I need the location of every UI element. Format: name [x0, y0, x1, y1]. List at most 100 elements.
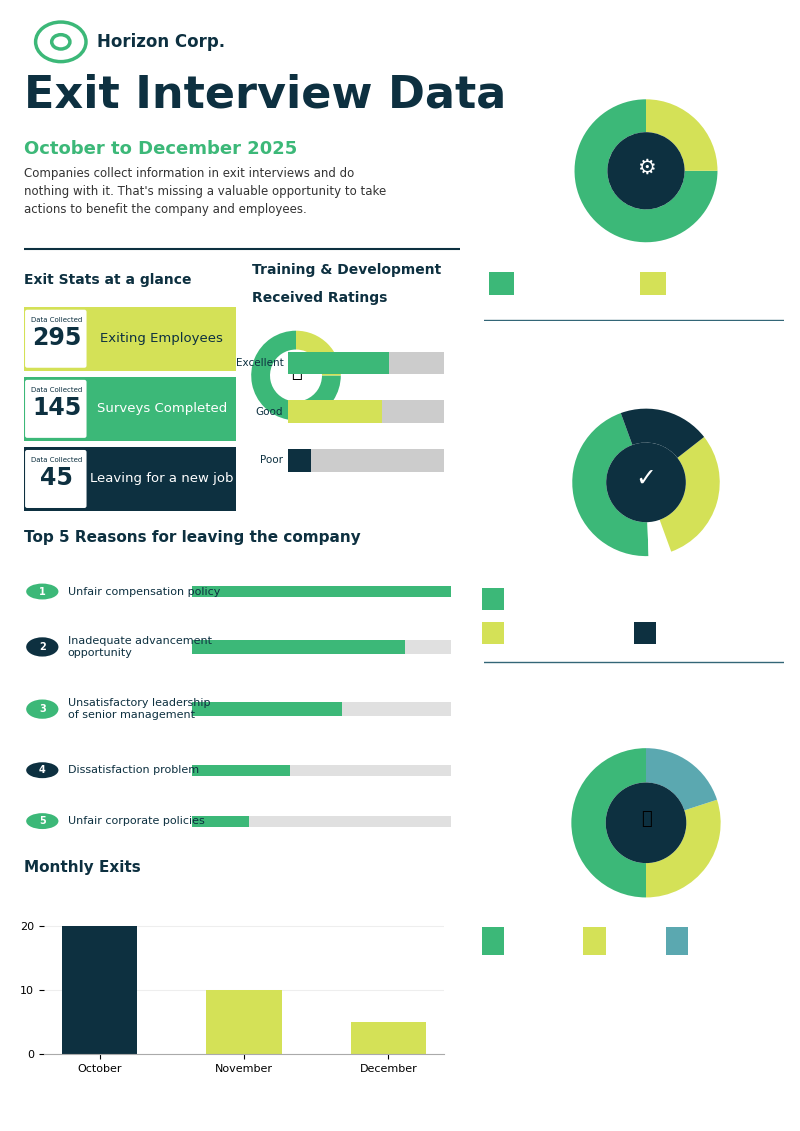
Text: No: No — [615, 936, 630, 946]
Text: 👥: 👥 — [641, 810, 651, 828]
Text: 145: 145 — [32, 396, 82, 420]
Text: Surveys Completed: Surveys Completed — [97, 403, 227, 415]
FancyBboxPatch shape — [25, 310, 86, 368]
FancyBboxPatch shape — [482, 588, 505, 610]
FancyBboxPatch shape — [482, 622, 505, 644]
Text: Received Ratings: Received Ratings — [252, 291, 387, 305]
Text: Exit Interview Data: Exit Interview Data — [24, 74, 506, 116]
Text: Unfair compensation policy: Unfair compensation policy — [67, 587, 220, 596]
Text: ⚙: ⚙ — [637, 157, 655, 178]
FancyBboxPatch shape — [666, 926, 688, 956]
Circle shape — [26, 637, 58, 657]
Text: 3: 3 — [39, 705, 46, 714]
Wedge shape — [646, 800, 721, 898]
Text: Exit Stats at a glance: Exit Stats at a glance — [24, 274, 191, 287]
FancyBboxPatch shape — [192, 702, 451, 716]
Text: Would you recommend a friend: Would you recommend a friend — [505, 680, 763, 696]
Text: Data Collected: Data Collected — [31, 387, 82, 394]
Text: 295: 295 — [32, 326, 82, 349]
Text: Top 5 Reasons for leaving the company: Top 5 Reasons for leaving the company — [24, 530, 361, 545]
Text: Dissatisfaction problem: Dissatisfaction problem — [67, 766, 198, 775]
Wedge shape — [647, 520, 671, 556]
FancyBboxPatch shape — [192, 765, 290, 776]
FancyBboxPatch shape — [288, 449, 444, 472]
Text: Exiting Employees: Exiting Employees — [558, 359, 710, 374]
Circle shape — [607, 132, 685, 209]
FancyBboxPatch shape — [640, 273, 666, 295]
FancyBboxPatch shape — [634, 588, 656, 610]
Text: Extremely Satisfied: Extremely Satisfied — [514, 594, 615, 604]
FancyBboxPatch shape — [192, 586, 451, 597]
Wedge shape — [571, 749, 646, 898]
Text: Preventable VS Non-Preventable: Preventable VS Non-Preventable — [498, 52, 770, 68]
Text: Yes: Yes — [514, 936, 532, 946]
FancyBboxPatch shape — [482, 926, 505, 956]
Text: Unfair corporate policies: Unfair corporate policies — [67, 817, 204, 826]
FancyBboxPatch shape — [192, 702, 342, 716]
FancyBboxPatch shape — [288, 400, 382, 423]
Text: Data Collected: Data Collected — [31, 457, 82, 464]
FancyBboxPatch shape — [192, 586, 451, 597]
FancyBboxPatch shape — [288, 352, 444, 374]
Bar — [62, 925, 138, 1054]
Circle shape — [606, 783, 686, 863]
Bar — [350, 1022, 426, 1054]
Text: Leaving for a new job: Leaving for a new job — [90, 473, 234, 485]
Wedge shape — [646, 749, 717, 810]
Bar — [206, 990, 282, 1054]
FancyBboxPatch shape — [21, 303, 239, 374]
Wedge shape — [574, 100, 718, 242]
FancyBboxPatch shape — [25, 380, 86, 438]
Circle shape — [606, 442, 686, 523]
Text: Exiting Employees: Exiting Employees — [100, 333, 223, 345]
Circle shape — [26, 813, 58, 829]
Text: Data Collected: Data Collected — [31, 317, 82, 323]
Text: Poor: Poor — [260, 456, 283, 465]
FancyBboxPatch shape — [192, 640, 405, 654]
FancyBboxPatch shape — [192, 815, 451, 827]
Circle shape — [26, 762, 58, 778]
Text: October to December 2025: October to December 2025 — [24, 140, 298, 158]
Text: Unsatisfactory leadership
of senior management: Unsatisfactory leadership of senior mana… — [67, 698, 210, 720]
Text: Non-Preventable: Non-Preventable — [672, 279, 765, 288]
FancyBboxPatch shape — [192, 765, 451, 776]
Text: Inadequate advancement
opportunity: Inadequate advancement opportunity — [67, 636, 211, 658]
Text: 5: 5 — [39, 817, 46, 826]
Text: Over-all Satisfaction: Over-all Satisfaction — [550, 342, 718, 357]
Text: Not at all
satisfied: Not at all satisfied — [666, 621, 714, 644]
Wedge shape — [296, 330, 341, 375]
Text: Companies collect information in exit interviews and do
nothing with it. That's : Companies collect information in exit in… — [24, 167, 386, 216]
FancyBboxPatch shape — [583, 926, 606, 956]
Wedge shape — [621, 408, 704, 458]
Wedge shape — [646, 100, 718, 171]
FancyBboxPatch shape — [288, 449, 311, 472]
Wedge shape — [660, 437, 720, 552]
FancyBboxPatch shape — [288, 352, 390, 374]
Circle shape — [26, 699, 58, 719]
Text: I don't know: I don't know — [698, 936, 766, 946]
Text: Very Satisfied: Very Satisfied — [666, 594, 738, 604]
FancyBboxPatch shape — [192, 815, 249, 827]
Text: Not satisfied: Not satisfied — [514, 628, 580, 638]
Text: ✓: ✓ — [635, 467, 657, 491]
Text: Excellent: Excellent — [235, 359, 283, 368]
Text: 4: 4 — [39, 766, 46, 775]
Text: to work in the company?: to work in the company? — [532, 699, 736, 715]
Wedge shape — [251, 330, 341, 421]
Text: 1: 1 — [39, 587, 46, 596]
Wedge shape — [572, 413, 649, 556]
Text: Preventable: Preventable — [520, 279, 587, 288]
FancyBboxPatch shape — [634, 622, 656, 644]
Text: Good: Good — [256, 407, 283, 416]
Text: Training & Development: Training & Development — [252, 264, 442, 277]
FancyBboxPatch shape — [21, 443, 239, 515]
Circle shape — [26, 584, 58, 599]
Text: Monthly Exits: Monthly Exits — [24, 860, 141, 875]
FancyBboxPatch shape — [288, 400, 444, 423]
FancyBboxPatch shape — [192, 640, 451, 654]
FancyBboxPatch shape — [25, 450, 86, 508]
Text: 2: 2 — [39, 642, 46, 651]
Text: Horizon Corp.: Horizon Corp. — [97, 33, 225, 51]
FancyBboxPatch shape — [21, 373, 239, 444]
Text: 45: 45 — [41, 466, 74, 490]
